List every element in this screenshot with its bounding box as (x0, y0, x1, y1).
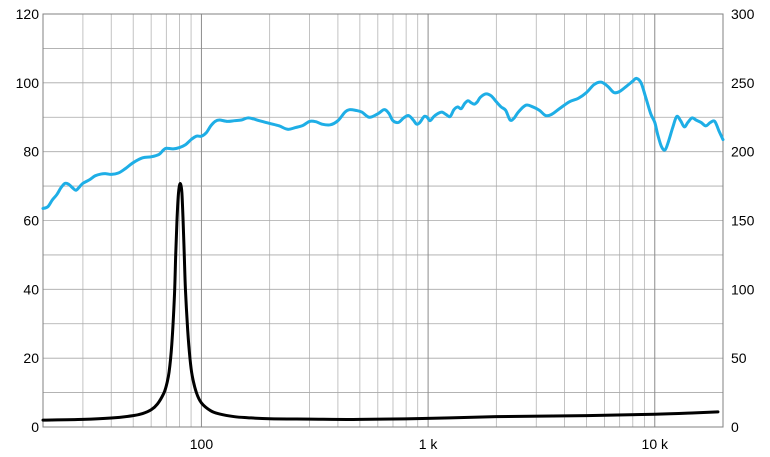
left-y-tick-label: 120 (16, 6, 40, 22)
left-y-tick-label: 80 (23, 144, 39, 160)
right-y-tick-label: 50 (731, 350, 747, 366)
left-y-tick-label: 0 (31, 419, 39, 435)
plot-frame (42, 13, 724, 428)
right-y-tick-label: 200 (731, 144, 755, 160)
left-y-tick-label: 60 (23, 213, 39, 229)
x-tick-label: 10 k (642, 436, 669, 452)
impedance-curve (41, 182, 720, 422)
left-y-axis-ticks: 0 20 40 60 80 100 120 (16, 6, 40, 435)
x-tick-label: 1 k (419, 436, 439, 452)
series-layer (41, 76, 725, 422)
right-y-tick-label: 300 (731, 6, 755, 22)
right-y-tick-label: 0 (731, 419, 739, 435)
right-y-tick-label: 150 (731, 213, 755, 229)
x-tick-label: 100 (190, 436, 214, 452)
left-y-tick-label: 40 (23, 281, 39, 297)
right-y-tick-label: 250 (731, 75, 755, 91)
left-y-tick-label: 20 (23, 350, 39, 366)
left-y-tick-label: 100 (16, 75, 40, 91)
x-axis-ticks: 100 1 k 10 k (190, 436, 669, 452)
major-gridlines (200, 14, 656, 427)
spl-response-curve (41, 76, 725, 210)
right-y-tick-label: 100 (731, 281, 755, 297)
minor-gridlines (42, 14, 724, 427)
right-y-axis-ticks: 0 50 100 150 200 250 300 (731, 6, 755, 435)
